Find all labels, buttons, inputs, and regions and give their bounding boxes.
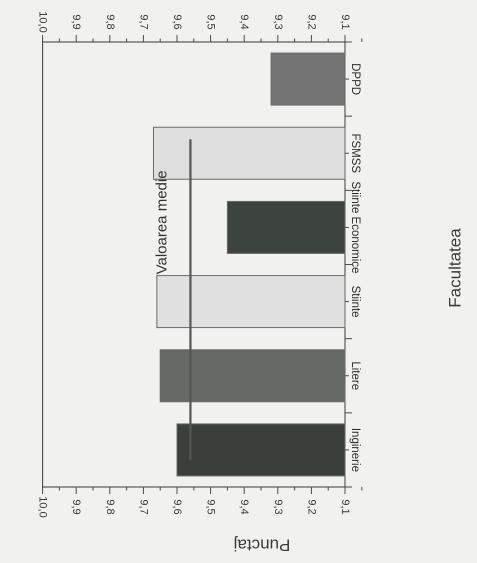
plot-frame xyxy=(42,41,346,488)
value-tick-label: 9,7 xyxy=(137,14,149,29)
category-label: Stiinte xyxy=(349,286,361,318)
value-tick-label: 9,1 xyxy=(339,14,351,29)
bar-fsmss xyxy=(152,126,346,180)
plot-area: Inginerie Litere Stiinte Stiinte Economice F… xyxy=(37,11,465,554)
value-tick-label: 9,1 xyxy=(339,499,351,514)
value-tick-label: 9,8 xyxy=(104,14,116,29)
value-tick-label: 9,4 xyxy=(238,499,250,514)
y-axis-title: Facultatea xyxy=(446,228,465,308)
category-label: DPPD xyxy=(349,63,361,95)
value-tick-label: 9,8 xyxy=(104,499,116,514)
value-tick-label: 9,3 xyxy=(272,499,284,514)
value-tick-label: 9,4 xyxy=(238,14,250,29)
value-tick-label: 9,2 xyxy=(305,14,317,29)
value-tick-label: 9,6 xyxy=(171,499,183,514)
x-axis-title: Punctaj xyxy=(234,536,291,555)
bar-dppd xyxy=(270,52,346,106)
value-tick-label: 10,0 xyxy=(37,11,49,32)
category-label: Stiinte Economice xyxy=(349,181,361,273)
category-label: Litere xyxy=(349,361,361,390)
category-label: FSMSS xyxy=(349,133,361,173)
value-tick-label: 10,0 xyxy=(37,496,49,517)
value-tick-label: 9,9 xyxy=(70,499,82,514)
bar-stiinte-economice xyxy=(226,200,346,254)
value-tick-label: 9,9 xyxy=(70,14,82,29)
mean-label: Valoarea medie xyxy=(154,170,171,274)
value-tick-label: 9,5 xyxy=(205,499,217,514)
value-tick-label: 9,6 xyxy=(171,14,183,29)
category-label: Inginerie xyxy=(349,428,361,472)
bar-inginerie xyxy=(176,423,346,477)
bar-stiinte xyxy=(156,275,346,329)
bar-litere xyxy=(159,349,346,403)
value-tick-label: 9,3 xyxy=(272,14,284,29)
value-tick-label: 9,7 xyxy=(137,499,149,514)
value-tick-label: 9,5 xyxy=(205,14,217,29)
value-tick-label: 9,2 xyxy=(305,499,317,514)
